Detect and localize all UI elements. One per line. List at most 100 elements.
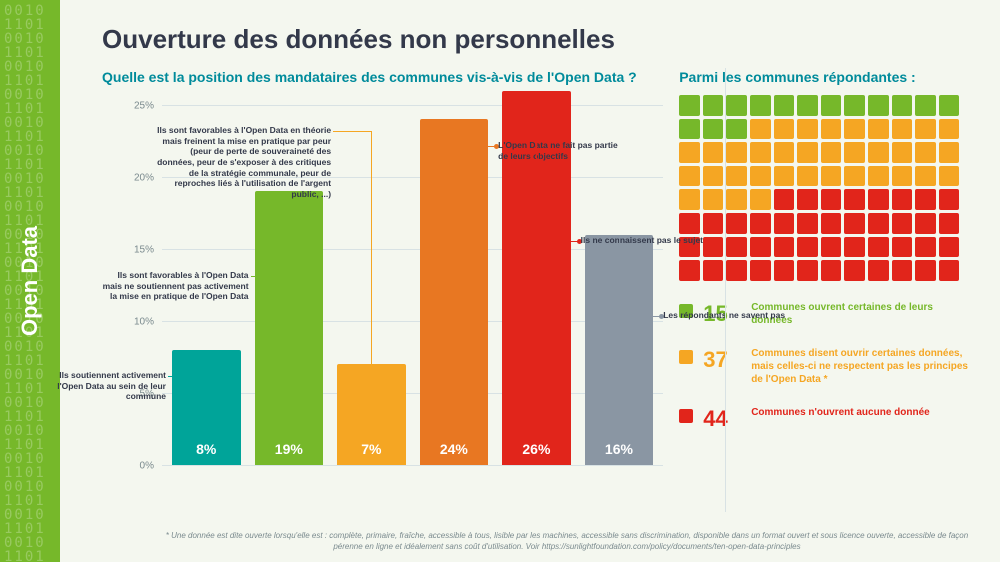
bar-value-label: 24%	[420, 441, 489, 457]
leader-line	[619, 235, 620, 316]
divider	[725, 68, 726, 512]
waffle-cell	[892, 237, 913, 258]
bar-value-label: 19%	[255, 441, 324, 457]
waffle-cell	[844, 213, 865, 234]
waffle-cell	[797, 119, 818, 140]
bar-chart: 0%5%10%15%20%25%8%19%7%24%26%16%Ils sout…	[102, 95, 663, 485]
legend-text: Communes n'ouvrent aucune donnée	[751, 406, 930, 419]
legend-swatch	[679, 409, 693, 423]
waffle-cell	[679, 213, 700, 234]
waffle-cell	[703, 213, 724, 234]
waffle-cell	[939, 166, 960, 187]
waffle-cell	[892, 166, 913, 187]
waffle-cell	[892, 189, 913, 210]
waffle-cell	[679, 95, 700, 116]
gridline: 0%	[162, 465, 663, 466]
bar-annotation: Ils ne connaissent pas le sujet	[581, 235, 731, 246]
y-axis-label: 10%	[134, 317, 162, 328]
waffle-cell	[915, 142, 936, 163]
waffle-cell	[915, 95, 936, 116]
waffle-cell	[703, 166, 724, 187]
bar-annotation: Ils sont favorables à l'Open Data en thé…	[156, 125, 331, 199]
legend-item: 37Communes disent ouvrir certaines donné…	[679, 347, 972, 386]
legend-item: 44 Communes n'ouvrent aucune donnée	[679, 406, 972, 432]
waffle-cell	[797, 213, 818, 234]
waffle-cell	[868, 142, 889, 163]
leader-line	[333, 131, 371, 132]
waffle-cell	[703, 119, 724, 140]
waffle-cell	[703, 189, 724, 210]
waffle-cell	[844, 237, 865, 258]
bar: 24%	[420, 119, 489, 465]
waffle-cell	[821, 189, 842, 210]
waffle-cell	[750, 95, 771, 116]
chart-column: Quelle est la position des mandataires d…	[102, 69, 663, 485]
waffle-cell	[750, 213, 771, 234]
waffle-cell	[679, 119, 700, 140]
sidebar-label: Open Data	[17, 226, 43, 336]
waffle-cell	[868, 119, 889, 140]
waffle-cell	[892, 260, 913, 281]
legend-number: 37	[703, 347, 741, 373]
page-title: Ouverture des données non personnelles	[102, 24, 972, 55]
waffle-cell	[750, 119, 771, 140]
waffle-cell	[844, 119, 865, 140]
waffle-cell	[703, 142, 724, 163]
waffle-cell	[939, 142, 960, 163]
waffle-cell	[726, 166, 747, 187]
waffle-cell	[797, 166, 818, 187]
y-axis-label: 25%	[134, 101, 162, 112]
leader-line	[251, 276, 289, 277]
waffle-cell	[939, 119, 960, 140]
waffle-cell	[892, 142, 913, 163]
waffle-cell	[868, 213, 889, 234]
waffle-cell	[868, 260, 889, 281]
waffle-cell	[726, 213, 747, 234]
bar-annotation: Ils sont favorables à l'Open Data mais n…	[99, 270, 249, 302]
waffle-cell	[844, 95, 865, 116]
waffle-cell	[774, 142, 795, 163]
waffle-cell	[726, 142, 747, 163]
waffle-cell	[868, 166, 889, 187]
waffle-cell	[726, 95, 747, 116]
waffle-cell	[750, 142, 771, 163]
waffle-cell	[915, 166, 936, 187]
waffle-cell	[821, 237, 842, 258]
waffle-cell	[939, 260, 960, 281]
waffle-cell	[679, 166, 700, 187]
waffle-cell	[939, 237, 960, 258]
footnote: * Une donnée est dite ouverte lorsqu'ell…	[162, 531, 972, 552]
waffle-cell	[797, 142, 818, 163]
waffle-cell	[679, 142, 700, 163]
legend-number: 44	[703, 406, 741, 432]
waffle-cell	[797, 237, 818, 258]
bar-value-label: 7%	[337, 441, 406, 457]
waffle-cell	[844, 260, 865, 281]
bar-value-label: 26%	[502, 441, 571, 457]
right-column: Parmi les communes répondantes : 15Commu…	[679, 69, 972, 485]
bar: 7%	[337, 364, 406, 465]
waffle-cell	[821, 95, 842, 116]
leader-line	[168, 376, 206, 377]
waffle-cell	[915, 213, 936, 234]
waffle-cell	[844, 189, 865, 210]
waffle-cell	[679, 260, 700, 281]
chart-subtitle: Quelle est la position des mandataires d…	[102, 69, 663, 85]
leader-line	[206, 350, 207, 376]
waffle-cell	[750, 260, 771, 281]
waffle-cell	[726, 189, 747, 210]
waffle-cell	[726, 260, 747, 281]
waffle-cell	[939, 189, 960, 210]
waffle-cell	[774, 166, 795, 187]
waffle-cell	[821, 166, 842, 187]
waffle-cell	[868, 237, 889, 258]
waffle-cell	[774, 260, 795, 281]
leader-line	[454, 119, 455, 146]
waffle-cell	[821, 213, 842, 234]
bar-annotation: Ils soutiennent activement l'Open Data a…	[36, 370, 166, 402]
waffle-cell	[821, 260, 842, 281]
waffle-cell	[844, 166, 865, 187]
waffle-cell	[797, 189, 818, 210]
waffle-cell	[821, 142, 842, 163]
waffle-cell	[844, 142, 865, 163]
